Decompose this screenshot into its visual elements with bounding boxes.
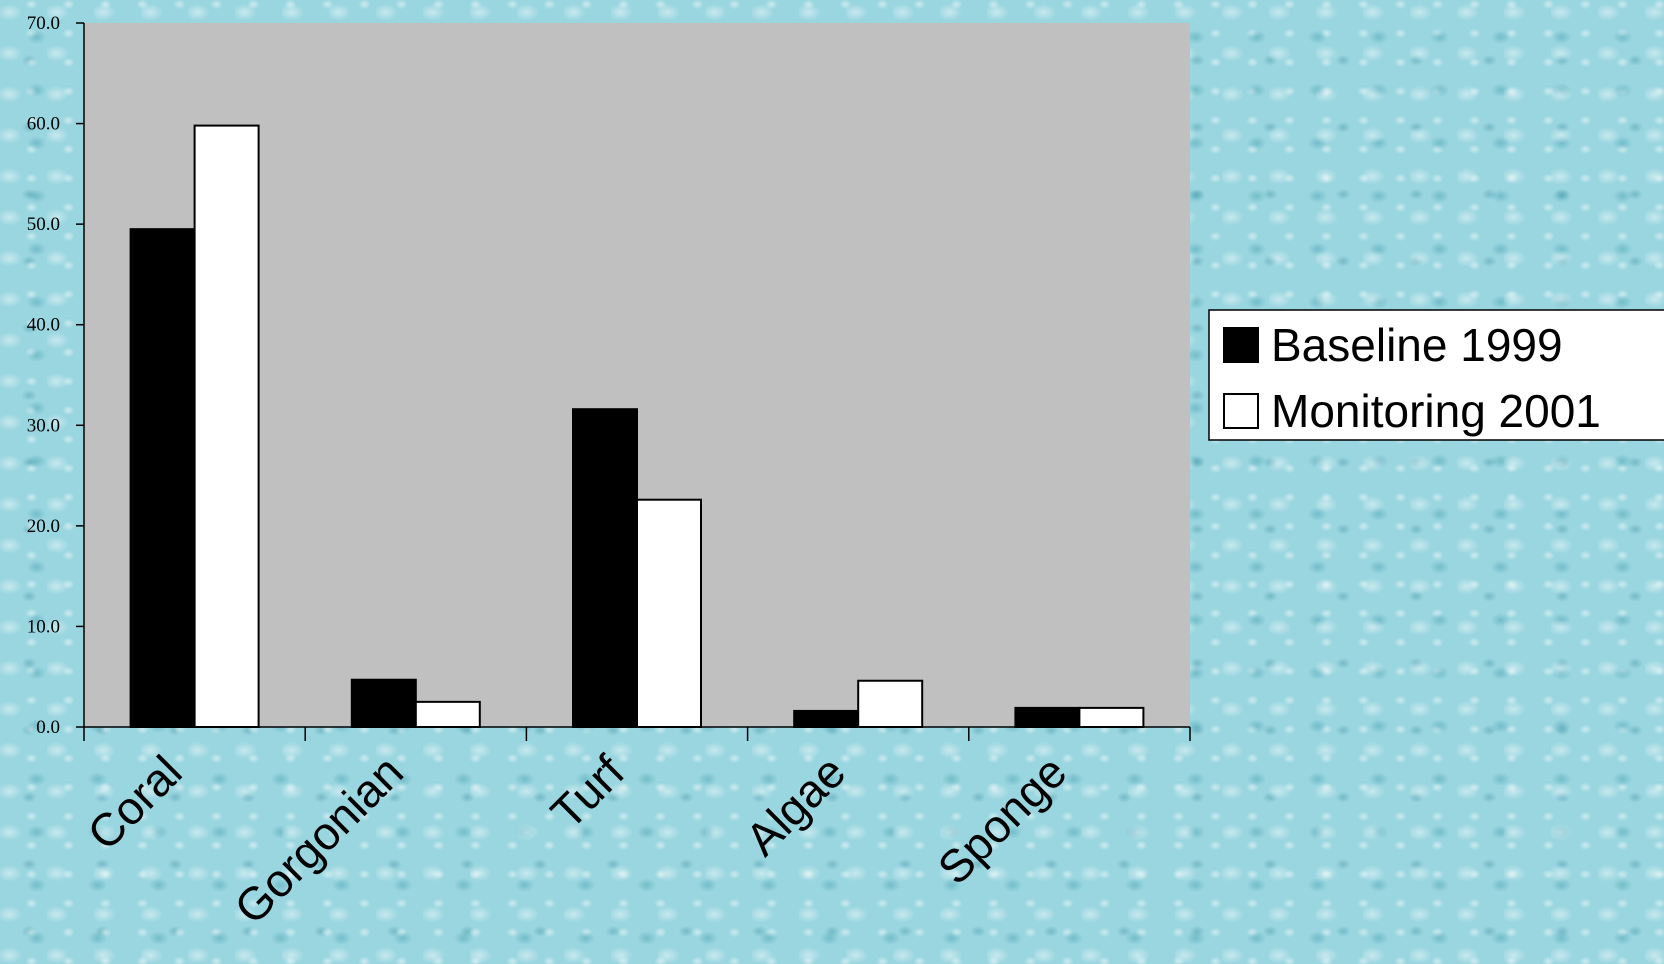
- bar-coral-baseline: [129, 228, 196, 729]
- bar-gorgonian-monitoring: [414, 700, 481, 728]
- x-tick-label-coral: Coral: [77, 745, 192, 860]
- legend-swatch-baseline: [1223, 327, 1259, 363]
- bar-turf-baseline: [572, 408, 638, 728]
- legend-box: [1208, 309, 1664, 441]
- y-tick-label: 70.0: [27, 13, 60, 34]
- y-tick-label: 30.0: [27, 415, 60, 436]
- y-tick-label: 40.0: [27, 315, 60, 336]
- x-tick-label-sponge: Sponge: [928, 745, 1077, 894]
- y-tick-label: 60.0: [27, 114, 60, 135]
- bar-sponge-monitoring: [1078, 706, 1145, 728]
- bar-gorgonian-baseline: [350, 678, 417, 729]
- y-tick-label: 20.0: [27, 516, 60, 537]
- legend: Baseline 1999 Monitoring 2001: [1208, 309, 1664, 441]
- y-tick-label: 0.0: [36, 717, 60, 738]
- y-tick-label: 10.0: [27, 616, 60, 637]
- bars-group: [129, 124, 1145, 729]
- x-tick-label-algae: Algae: [735, 745, 855, 865]
- bar-algae-monitoring: [857, 679, 924, 728]
- legend-label-baseline: Baseline 1999: [1271, 319, 1563, 371]
- y-tick-label: 50.0: [27, 214, 60, 235]
- bar-coral-monitoring: [193, 124, 260, 728]
- bar-turf-monitoring: [636, 498, 702, 728]
- bar-algae-baseline: [793, 709, 860, 728]
- x-tick-label-gorgonian: Gorgonian: [224, 745, 413, 934]
- bar-sponge-baseline: [1014, 706, 1081, 728]
- x-tick-label-turf: Turf: [541, 745, 635, 839]
- legend-swatch-monitoring: [1223, 393, 1259, 429]
- legend-label-monitoring: Monitoring 2001: [1271, 385, 1601, 437]
